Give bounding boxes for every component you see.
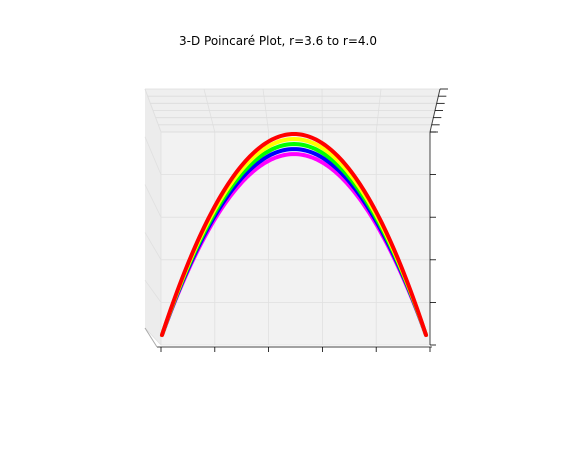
grid-line-side — [144, 232, 162, 261]
grid-line-side — [144, 136, 162, 175]
tick-marks — [160, 88, 448, 352]
left-pane — [145, 89, 161, 345]
left-floor-edge — [144, 327, 158, 348]
series-curve-r-4 — [160, 131, 428, 337]
data-series — [160, 131, 428, 337]
grid-line-side — [144, 327, 162, 346]
chart-title: 3-D Poincaré Plot, r=3.6 to r=4.0 — [179, 34, 377, 48]
grid-line-side — [144, 184, 162, 218]
grid-line-side — [144, 279, 162, 303]
